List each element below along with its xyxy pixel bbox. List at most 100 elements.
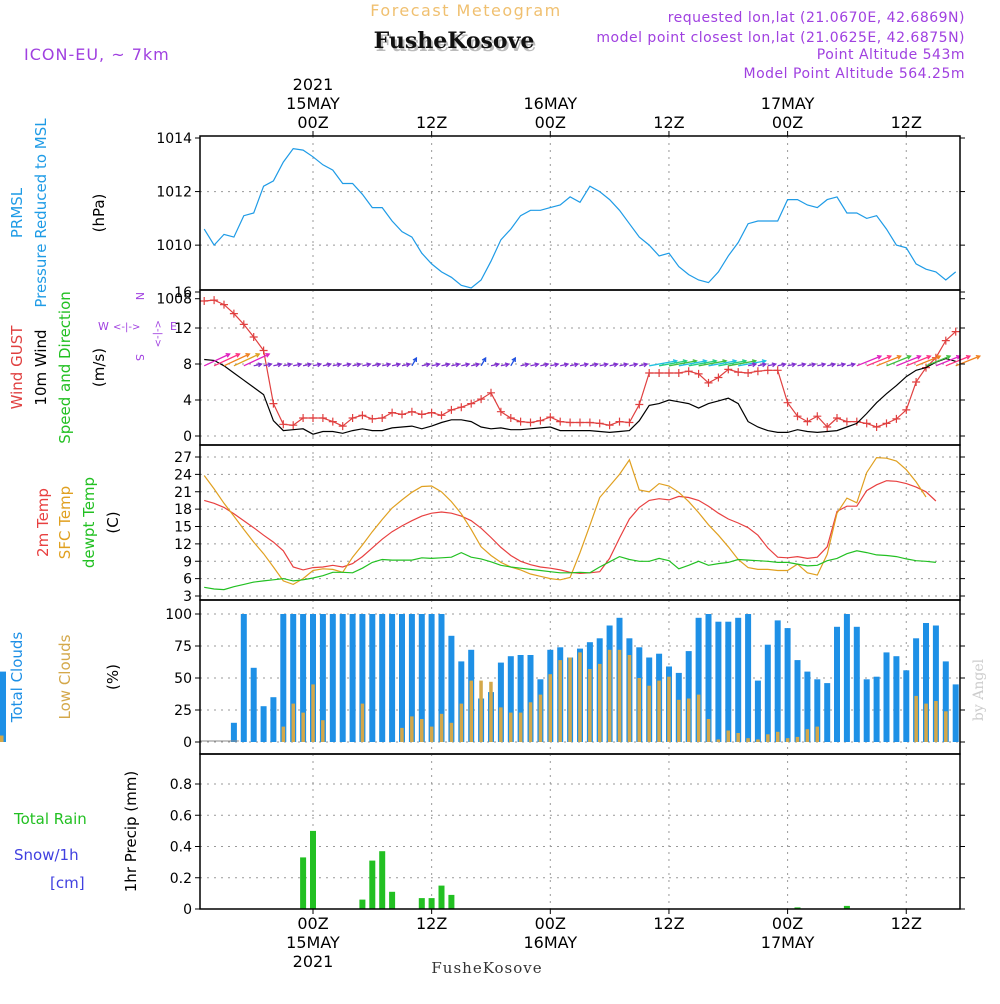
x-tick-label-top: 00Z	[297, 113, 328, 132]
data-point	[279, 420, 288, 429]
data-point	[338, 422, 347, 431]
bar	[776, 731, 780, 742]
y-tick-label: 0	[183, 429, 192, 445]
data-point	[813, 412, 822, 421]
x-tick-label-bottom: 2021	[293, 952, 334, 971]
series-group	[200, 296, 960, 435]
wind-arrow-head	[235, 353, 241, 358]
compass-ns-arrow: <-|->	[152, 320, 163, 347]
bar	[319, 614, 326, 742]
bar	[428, 898, 435, 909]
data-point	[902, 405, 911, 414]
bar	[290, 614, 297, 742]
data-point	[753, 367, 762, 376]
y-axis-label: PRMSL	[8, 187, 26, 238]
y-tick-label: 0.4	[170, 840, 192, 856]
bar	[932, 625, 939, 742]
bar	[509, 712, 513, 742]
y-tick-label: 8	[183, 357, 192, 373]
data-point	[328, 417, 337, 426]
y-axis-labels: 2m Temp SFC Temp dewpt Temp (C)	[34, 477, 122, 568]
bar	[588, 669, 592, 742]
bar	[695, 617, 702, 742]
data-point	[576, 418, 584, 427]
y-axis: 16 12 8 4 0	[174, 285, 965, 445]
bar	[448, 635, 455, 742]
y-tick-label: 0.2	[170, 871, 192, 887]
wind-arrow-head	[821, 362, 827, 368]
wind-arrow-head	[306, 362, 313, 368]
data-point	[437, 411, 446, 420]
bar	[448, 894, 455, 909]
data-point	[299, 414, 308, 422]
data-point	[714, 373, 723, 382]
wind-arrow	[925, 355, 951, 367]
bar	[240, 614, 247, 742]
y-axis: 100 75 50 25 0	[165, 607, 965, 751]
wind-arrow-head	[225, 353, 231, 358]
bar	[893, 656, 900, 742]
bar	[716, 739, 721, 742]
x-tick-label-bottom: 15MAY	[286, 933, 340, 952]
y-tick-label: 1010	[156, 238, 192, 254]
y-tick-label: 1014	[156, 131, 192, 147]
y-tick-label: 3	[183, 589, 192, 605]
data-point	[773, 366, 782, 375]
x-tick-label-bottom: 12Z	[653, 914, 684, 933]
data-point	[556, 417, 565, 426]
watermark: by Angel	[971, 658, 987, 721]
bar	[568, 657, 572, 742]
y-tick-label: 0	[183, 735, 192, 751]
y-tick-label: 0.8	[170, 777, 192, 793]
y-axis-label: 1hr Precip (mm)	[122, 771, 140, 892]
bar	[379, 851, 386, 909]
bar	[578, 652, 582, 742]
wind-arrow	[866, 355, 892, 367]
wind-arrow-head	[475, 362, 481, 368]
data-point	[734, 368, 743, 377]
wind-arrow-head	[465, 362, 471, 368]
y-axis-label: (hPa)	[90, 194, 108, 233]
data-point	[407, 407, 416, 416]
bar	[944, 711, 948, 742]
bar	[310, 614, 316, 742]
data-point	[833, 414, 841, 422]
data-point	[615, 417, 624, 426]
bar	[903, 670, 910, 742]
y-tick-label: 4	[183, 393, 192, 409]
wind-arrow	[213, 353, 240, 367]
bar	[815, 726, 819, 742]
bar	[497, 662, 504, 742]
x-tick-label-bottom: 16MAY	[523, 933, 577, 952]
chart-title-shadow: FusheKosove	[376, 31, 537, 57]
wind-arrow-head	[554, 362, 560, 368]
data-point	[417, 410, 426, 419]
bar	[300, 857, 307, 909]
bar	[746, 738, 750, 742]
data-point	[694, 369, 703, 378]
bar	[843, 905, 850, 909]
bar	[726, 730, 730, 742]
bar	[428, 614, 435, 742]
data-point	[645, 369, 654, 377]
wind-arrow-head	[965, 354, 972, 360]
bar	[647, 685, 651, 742]
point-altitude: Point Altitude 543m	[817, 47, 965, 63]
wind-arrow-head	[761, 359, 768, 364]
bar	[745, 614, 752, 742]
panel-frame	[199, 135, 961, 291]
data-point	[951, 327, 960, 336]
wind-arrow-head	[583, 362, 590, 368]
bar	[667, 676, 671, 742]
bar	[0, 695, 6, 742]
bar	[952, 684, 959, 742]
gridlines	[200, 754, 960, 909]
wind-arrows	[203, 353, 982, 368]
x-tick-label-bottom: 12Z	[891, 914, 922, 933]
bar	[913, 638, 920, 742]
wind-arrow-head	[633, 362, 639, 368]
bar	[705, 614, 712, 742]
bar	[558, 660, 562, 742]
